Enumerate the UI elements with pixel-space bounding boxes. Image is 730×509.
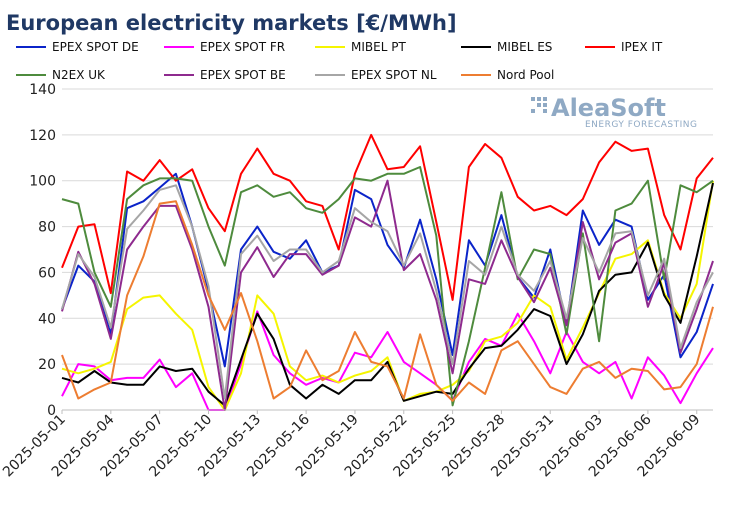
series-line <box>61 184 714 400</box>
legend-item: EPEX SPOT DE <box>16 40 139 54</box>
legend: EPEX SPOT DE EPEX SPOT FR MIBEL PT MIBEL ES… <box>16 40 663 82</box>
y-tick-label: 140 <box>29 82 56 98</box>
chart-title: European electricity markets [€/MWh] <box>6 11 457 35</box>
y-tick-label: 120 <box>29 128 56 144</box>
legend-label: EPEX SPOT DE <box>52 40 139 54</box>
legend-label: EPEX SPOT NL <box>351 68 437 82</box>
series-line <box>61 180 714 411</box>
legend-label: IPEX IT <box>621 40 663 54</box>
legend-label: Nord Pool <box>497 68 554 82</box>
logo-name: AleaSoft <box>551 94 666 122</box>
logo-dots-icon <box>531 97 547 113</box>
legend-item: EPEX SPOT BE <box>164 68 286 82</box>
legend-label: EPEX SPOT FR <box>200 40 285 54</box>
y-tick-label: 20 <box>38 357 56 373</box>
aleasoft-logo: AleaSoft ENERGY FORECASTING <box>531 94 697 130</box>
legend-item: EPEX SPOT NL <box>315 68 437 82</box>
series-lines <box>61 133 714 411</box>
legend-label: N2EX UK <box>52 68 106 82</box>
y-tick-label: 100 <box>29 174 56 190</box>
legend-item: IPEX IT <box>585 40 663 54</box>
series-line <box>61 166 714 407</box>
series-line <box>61 310 714 411</box>
series-line <box>61 200 714 402</box>
legend-label: MIBEL PT <box>351 40 406 54</box>
legend-label: EPEX SPOT BE <box>200 68 286 82</box>
legend-item: MIBEL ES <box>461 40 552 54</box>
legend-item: Nord Pool <box>461 68 554 82</box>
y-tick-label: 0 <box>47 403 56 419</box>
legend-item: N2EX UK <box>16 68 106 82</box>
y-tick-label: 40 <box>38 311 56 327</box>
y-tick-label: 60 <box>38 265 56 281</box>
logo-tagline: ENERGY FORECASTING <box>585 120 697 130</box>
legend-item: EPEX SPOT FR <box>164 40 285 54</box>
y-tick-label: 80 <box>38 220 56 236</box>
series-line <box>61 182 714 407</box>
series-line <box>61 179 714 411</box>
legend-item: MIBEL PT <box>315 40 406 54</box>
series-line <box>61 133 714 301</box>
gridlines <box>62 88 713 365</box>
legend-label: MIBEL ES <box>497 40 552 54</box>
